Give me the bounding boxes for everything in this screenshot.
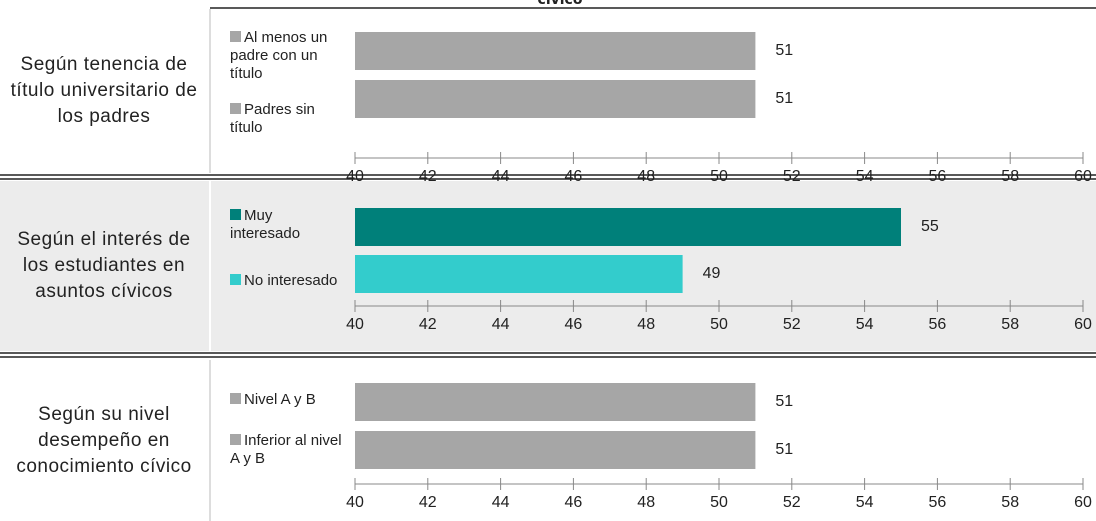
legend-swatch [230, 103, 241, 114]
x-tick-label: 50 [710, 494, 728, 511]
legend-item-box: Inferior al nivel A y B [230, 432, 345, 468]
bar [355, 383, 756, 421]
legend-swatch [230, 31, 241, 42]
bar [355, 80, 756, 118]
value-label: 51 [775, 393, 793, 410]
x-tick-label: 58 [1001, 316, 1019, 333]
x-tick-label: 46 [565, 316, 583, 333]
x-tick-label: 40 [346, 168, 364, 185]
legend-item-box: Padres sin título [230, 101, 345, 137]
legend-label: Muy interesado [230, 207, 301, 242]
x-tick-label: 52 [783, 316, 801, 333]
row-label: Según el interés de los estudiantes en a… [17, 229, 191, 302]
legend-label: Al menos un padre con un título [230, 29, 328, 82]
value-label: 51 [775, 42, 793, 59]
x-tick-label: 44 [492, 168, 510, 185]
legend-item: Nivel A y B [230, 391, 345, 409]
legend-item-box: Al menos un padre con un título [230, 29, 345, 83]
x-tick-label: 60 [1074, 494, 1092, 511]
x-tick-label: 44 [492, 494, 510, 511]
x-tick-label: 48 [637, 168, 655, 185]
legend-item: Al menos un padre con un título [230, 29, 345, 83]
x-tick-label: 42 [419, 494, 437, 511]
legend-item: No interesado [230, 272, 345, 290]
x-tick-label: 54 [856, 168, 874, 185]
legend-label: Padres sin título [230, 101, 315, 136]
legend-swatch [230, 434, 241, 445]
legend-item: Inferior al nivel A y B [230, 432, 345, 468]
x-tick-label: 50 [710, 316, 728, 333]
x-tick-label: 54 [856, 316, 874, 333]
row-label: Según su nivel desempeño en conocimiento… [16, 403, 192, 477]
bar [355, 431, 756, 469]
legend-item-box: Muy interesado [230, 207, 345, 243]
x-tick-label: 48 [637, 316, 655, 333]
row-label-box: Según tenencia de título universitario d… [10, 54, 198, 127]
legend-item: Muy interesado [230, 207, 345, 243]
x-tick-label: 40 [346, 494, 364, 511]
row-label-box: Según el interés de los estudiantes en a… [17, 229, 191, 302]
legend-item-box: No interesado [230, 272, 345, 290]
legend-label: Inferior al nivel A y B [230, 432, 342, 467]
x-tick-label: 56 [929, 168, 947, 185]
heading: cívico [538, 0, 583, 8]
x-tick-label: 42 [419, 168, 437, 185]
x-tick-label: 46 [565, 494, 583, 511]
x-tick-label: 60 [1074, 168, 1092, 185]
legend-label: Nivel A y B [244, 391, 316, 408]
x-tick-label: 58 [1001, 168, 1019, 185]
x-tick-label: 56 [929, 316, 947, 333]
legend-item-box: Nivel A y B [230, 391, 345, 409]
value-label: 51 [775, 441, 793, 458]
bar [355, 255, 683, 293]
bar [355, 32, 756, 70]
x-tick-label: 52 [783, 494, 801, 511]
bar [355, 208, 901, 246]
x-tick-label: 50 [710, 168, 728, 185]
x-tick-label: 52 [783, 168, 801, 185]
x-tick-label: 44 [492, 316, 510, 333]
legend-swatch [230, 274, 241, 285]
x-tick-label: 56 [929, 494, 947, 511]
x-tick-label: 58 [1001, 494, 1019, 511]
x-tick-label: 54 [856, 494, 874, 511]
x-tick-label: 40 [346, 316, 364, 333]
x-tick-label: 46 [565, 168, 583, 185]
value-label: 55 [921, 218, 939, 235]
legend-swatch [230, 209, 241, 220]
row-label: Según tenencia de título universitario d… [10, 54, 198, 127]
x-tick-label: 60 [1074, 316, 1092, 333]
x-tick-label: 48 [637, 494, 655, 511]
legend-label: No interesado [244, 272, 338, 289]
legend-item: Padres sin título [230, 101, 345, 137]
value-label: 51 [775, 90, 793, 107]
row-label-box: Según su nivel desempeño en conocimiento… [16, 403, 192, 477]
x-tick-label: 42 [419, 316, 437, 333]
value-label: 49 [703, 265, 721, 282]
legend-swatch [230, 393, 241, 404]
